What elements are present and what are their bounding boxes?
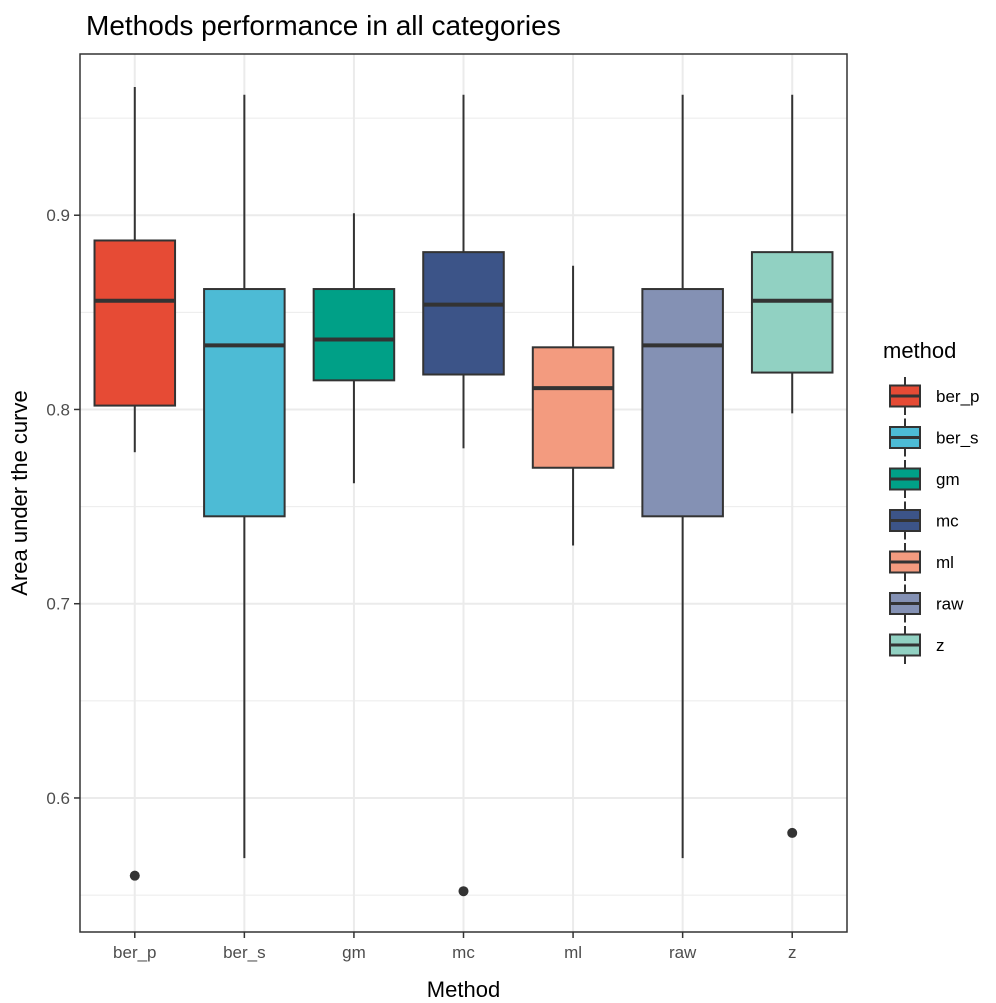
box-body bbox=[312, 288, 396, 382]
x-tick-label: ber_s bbox=[223, 943, 266, 962]
legend-label: raw bbox=[936, 595, 964, 614]
x-tick-label: ber_p bbox=[113, 943, 156, 962]
legend-title: method bbox=[883, 338, 956, 363]
box-ber_p bbox=[93, 87, 177, 881]
box-raw bbox=[641, 94, 724, 859]
x-tick-label: gm bbox=[342, 943, 366, 962]
y-tick-label: 0.6 bbox=[46, 789, 70, 808]
box-mc bbox=[422, 94, 505, 897]
x-tick-label: raw bbox=[669, 943, 697, 962]
legend-item-raw: raw bbox=[889, 584, 964, 623]
box-gm bbox=[312, 213, 396, 484]
legend-label: z bbox=[936, 636, 945, 655]
box-body bbox=[641, 288, 724, 518]
y-tick-label: 0.8 bbox=[46, 400, 70, 419]
axis-ticks: 0.6 0.7 0.8 0.9 ber_p ber_s gm mc ml raw z bbox=[46, 206, 796, 962]
boxes bbox=[93, 87, 834, 897]
x-tick-label: mc bbox=[452, 943, 475, 962]
box-ber_s bbox=[203, 94, 286, 859]
legend-item-gm: gm bbox=[889, 460, 960, 498]
x-tick-label: z bbox=[788, 943, 797, 962]
outlier-point bbox=[458, 886, 469, 897]
legend-label: ber_p bbox=[936, 387, 979, 406]
outlier-point bbox=[129, 870, 140, 881]
box-ml bbox=[531, 265, 615, 546]
box-body bbox=[422, 251, 505, 376]
x-tick-label: ml bbox=[564, 943, 582, 962]
box-z bbox=[750, 94, 834, 838]
legend-label: gm bbox=[936, 470, 960, 489]
legend-item-ml: ml bbox=[889, 543, 954, 581]
box-body bbox=[750, 251, 834, 374]
chart-title: Methods performance in all categories bbox=[86, 10, 561, 41]
outlier-point bbox=[787, 827, 798, 838]
legend-label: mc bbox=[936, 512, 959, 531]
box-body bbox=[93, 239, 177, 407]
legend: ber_p ber_sgm mc ml raw z bbox=[889, 377, 979, 664]
y-axis-title: Area under the curve bbox=[7, 390, 32, 595]
y-tick-label: 0.7 bbox=[46, 595, 70, 614]
legend-item-ber_s: ber_s bbox=[889, 418, 979, 457]
legend-label: ml bbox=[936, 553, 954, 572]
legend-item-mc: mc bbox=[889, 501, 959, 540]
box-body bbox=[531, 346, 615, 469]
y-tick-label: 0.9 bbox=[46, 206, 70, 225]
legend-label: ber_s bbox=[936, 429, 979, 448]
legend-item-z: z bbox=[889, 626, 945, 664]
x-axis-title: Method bbox=[427, 977, 500, 1002]
box-body bbox=[203, 288, 286, 518]
legend-item-ber_p: ber_p bbox=[889, 377, 979, 415]
